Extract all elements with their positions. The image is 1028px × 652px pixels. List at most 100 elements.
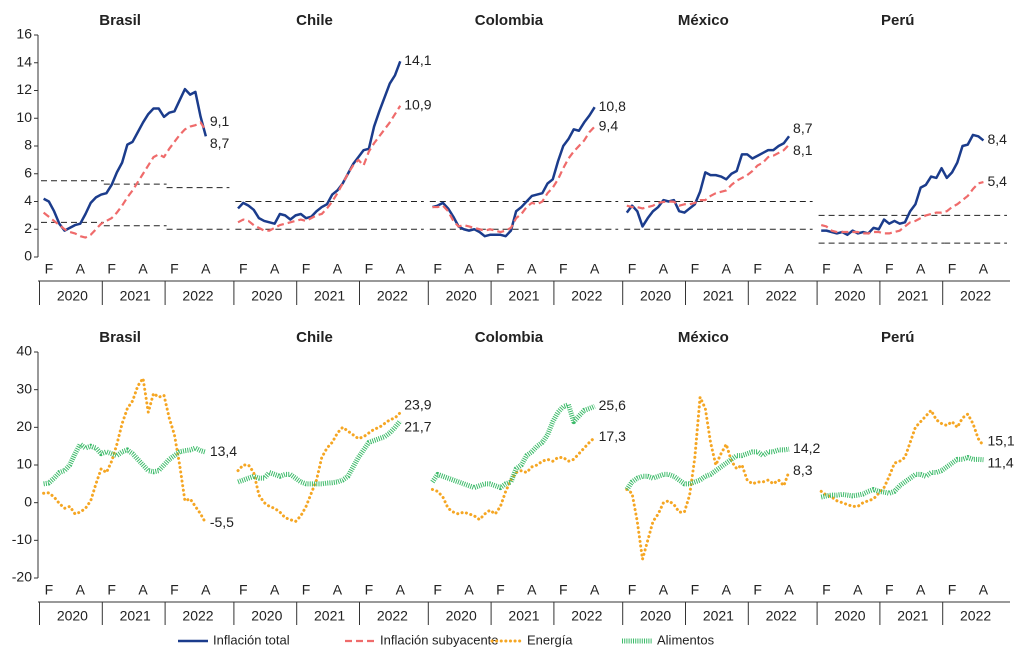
value-label: 9,4 [599, 117, 619, 133]
y-tick-label: 2 [24, 220, 32, 236]
y-tick-label: 8 [24, 137, 32, 153]
year-label: 2022 [960, 288, 991, 304]
year-label: 2021 [897, 288, 928, 304]
x-tick-label: A [333, 261, 343, 277]
y-tick-label: -10 [12, 531, 32, 547]
year-label: 2021 [314, 288, 345, 304]
x-tick-label: F [365, 261, 374, 277]
value-label: 11,4 [987, 454, 1013, 470]
x-tick-label: F [107, 261, 116, 277]
year-label: 2020 [57, 608, 88, 624]
series-line [237, 419, 403, 487]
x-tick-label: A [784, 582, 794, 598]
x-tick-label: A [464, 261, 474, 277]
x-tick-label: F [691, 261, 700, 277]
x-tick-label: A [590, 261, 600, 277]
x-tick-label: A [333, 582, 343, 598]
x-tick-label: F [691, 582, 700, 598]
x-tick-label: A [201, 261, 211, 277]
series-line [625, 135, 791, 228]
x-tick-label: F [170, 582, 179, 598]
value-label: 14,1 [404, 52, 431, 68]
year-label: 2022 [571, 288, 602, 304]
x-tick-label: A [76, 261, 86, 277]
panel-title: Colombia [475, 12, 544, 29]
x-tick-label: A [659, 582, 669, 598]
value-label: 23,9 [404, 396, 431, 412]
x-tick-label: F [45, 582, 54, 598]
x-tick-label: F [239, 582, 248, 598]
x-tick-label: F [885, 582, 894, 598]
y-tick-label: 6 [24, 164, 32, 180]
y-tick-label: 40 [16, 343, 32, 359]
x-tick-label: A [722, 261, 732, 277]
y-tick-label: 10 [16, 456, 32, 472]
panel-title: Chile [296, 329, 333, 346]
x-tick-label: A [979, 261, 989, 277]
value-label: 8,7 [210, 135, 230, 151]
series-line [821, 133, 985, 237]
year-label: 2020 [834, 608, 865, 624]
year-label: 2021 [314, 608, 345, 624]
x-tick-label: A [722, 582, 732, 598]
year-label: 2020 [640, 608, 671, 624]
x-tick-label: F [753, 582, 762, 598]
year-label: 2021 [508, 608, 539, 624]
x-tick-label: A [396, 261, 406, 277]
value-label: 10,9 [404, 96, 431, 112]
x-tick-label: F [170, 261, 179, 277]
x-tick-label: F [433, 261, 442, 277]
x-tick-label: A [270, 261, 280, 277]
year-label: 2020 [834, 288, 865, 304]
year-label: 2021 [120, 608, 151, 624]
x-tick-label: F [496, 582, 505, 598]
year-label: 2020 [640, 288, 671, 304]
value-label: 14,2 [793, 440, 820, 456]
year-label: 2021 [120, 288, 151, 304]
x-tick-label: A [270, 582, 280, 598]
x-tick-label: A [138, 582, 148, 598]
year-label: 2020 [446, 288, 477, 304]
year-label: 2021 [703, 288, 734, 304]
value-label: 8,3 [793, 462, 813, 478]
series-line [42, 121, 207, 239]
x-tick-label: F [302, 582, 311, 598]
year-label: 2020 [251, 608, 282, 624]
year-label: 2021 [897, 608, 928, 624]
legend-label: Energía [527, 632, 573, 647]
y-tick-label: 14 [16, 53, 32, 69]
series-line [625, 395, 791, 561]
series-line [819, 408, 985, 508]
x-tick-label: A [76, 582, 86, 598]
x-tick-label: A [590, 582, 600, 598]
x-tick-label: F [559, 261, 568, 277]
series-line [432, 106, 596, 238]
x-tick-label: A [853, 582, 863, 598]
panel-title: México [678, 329, 729, 346]
panel-title: Colombia [475, 329, 544, 346]
x-tick-label: A [979, 582, 989, 598]
x-tick-label: A [916, 261, 926, 277]
legend-label: Inflación total [213, 632, 290, 647]
panel-title: Brasil [99, 12, 141, 29]
x-tick-label: F [628, 582, 637, 598]
series-line [624, 446, 790, 491]
x-tick-label: A [784, 261, 794, 277]
year-label: 2021 [508, 288, 539, 304]
x-tick-label: F [107, 582, 116, 598]
value-label: 5,4 [987, 173, 1007, 189]
value-label: 25,6 [599, 397, 626, 413]
y-tick-label: 16 [16, 26, 32, 42]
x-tick-label: A [853, 261, 863, 277]
x-tick-label: A [138, 261, 148, 277]
x-tick-label: F [45, 261, 54, 277]
year-label: 2022 [960, 608, 991, 624]
x-tick-label: F [496, 261, 505, 277]
y-tick-label: -20 [12, 569, 32, 585]
value-label: -5,5 [210, 514, 234, 530]
y-tick-label: 20 [16, 418, 32, 434]
y-tick-label: 0 [24, 248, 32, 264]
year-label: 2022 [571, 608, 602, 624]
x-tick-label: A [201, 582, 211, 598]
